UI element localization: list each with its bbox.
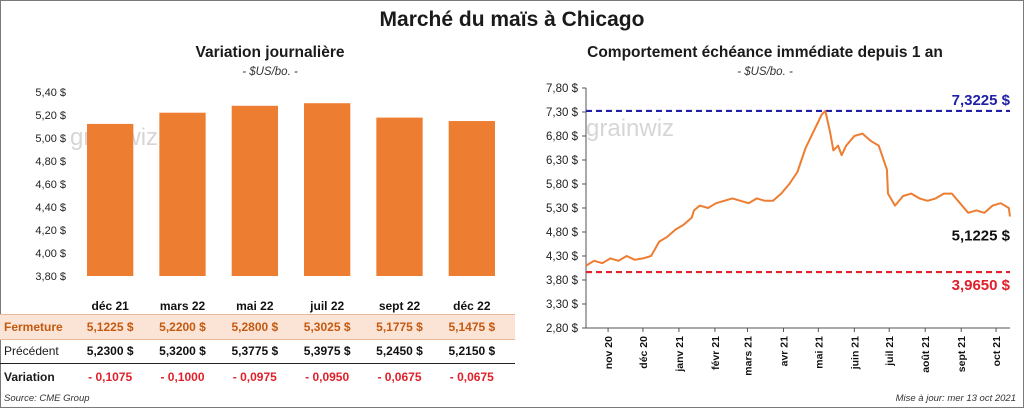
main-title: Marché du maïs à Chicago (379, 8, 645, 31)
y-tick-label: 7,80 $ (546, 83, 579, 95)
bar-mars-22 (159, 112, 206, 276)
x-tick-label: sept 22 (379, 299, 421, 313)
x-tick-label: mars 22 (160, 299, 206, 313)
row-label: Fermeture (4, 320, 63, 334)
x-tick-label: juin 21 (849, 336, 861, 370)
y-tick-label: 2,80 $ (546, 323, 579, 335)
y-tick-label: 4,30 $ (546, 251, 579, 263)
bar-sept-22 (376, 117, 423, 277)
y-tick-label: 6,30 $ (546, 155, 579, 167)
x-tick-label: déc 22 (453, 299, 491, 313)
update-note: Mise à jour: mer 13 oct 2021 (895, 393, 1016, 404)
table-cell: - 0,0675 (449, 370, 494, 384)
table-cell: 5,2200 $ (159, 320, 206, 334)
x-tick-label: mars 21 (742, 336, 754, 376)
y-tick-label: 7,30 $ (546, 107, 579, 119)
y-tick-label: 5,30 $ (546, 203, 579, 215)
bar-chart: grainwiz3,80 $4,00 $4,20 $4,40 $4,60 $4,… (35, 87, 495, 313)
table-cell: - 0,0975 (232, 370, 277, 384)
x-tick-label: janv 21 (674, 336, 686, 373)
x-tick-label: août 21 (920, 336, 932, 373)
table-row-variation: Variation - 0,1075 - 0,1000 - 0,0975 - 0,095… (0, 365, 515, 389)
x-tick-label: mai 22 (236, 299, 274, 313)
x-tick-label: juil 22 (309, 299, 344, 313)
x-tick-label: sept 21 (956, 336, 968, 372)
right-chart-title: Comportement échéance immédiate depuis 1… (587, 44, 943, 61)
row-label: Précédent (4, 344, 59, 358)
max-line-label: 7,3225 $ (952, 92, 1011, 109)
x-tick-label: déc 21 (91, 299, 129, 313)
source-note: Source: CME Group (4, 393, 90, 404)
y-tick-label: 3,80 $ (546, 275, 579, 287)
x-tick-label: févr 21 (710, 336, 722, 370)
y-tick-label: 3,30 $ (546, 299, 579, 311)
left-chart-title: Variation journalière (195, 44, 345, 61)
table-cell: - 0,0950 (305, 370, 350, 384)
x-tick-label: déc 20 (638, 336, 650, 369)
table-cell: 5,1775 $ (376, 320, 423, 334)
table-cell: 5,3975 $ (303, 344, 351, 358)
x-tick-label: mai 21 (813, 336, 825, 369)
table-cell: 5,3200 $ (159, 344, 206, 358)
table-cell: 5,1475 $ (448, 320, 496, 334)
table-cell: 5,2800 $ (231, 320, 279, 334)
bar-déc-22 (448, 121, 495, 276)
y-tick-label: 4,40 $ (35, 202, 66, 214)
table-cell: - 0,1075 (88, 370, 133, 384)
table-cell: - 0,0675 (377, 370, 422, 384)
bar-juil-22 (304, 103, 351, 277)
y-tick-label: 4,20 $ (35, 225, 66, 237)
bar-déc-21 (87, 123, 134, 276)
table-cell: 5,2450 $ (376, 344, 423, 358)
right-chart-unit: - $US/bo. - (737, 66, 793, 78)
x-tick-label: nov 20 (603, 336, 615, 369)
y-tick-label: 4,60 $ (35, 179, 66, 191)
table-row-fermeture: Fermeture 5,1225 $ 5,2200 $ 5,2800 $ 5,3025 … (0, 314, 515, 340)
x-tick-label: juil 21 (884, 336, 896, 367)
y-tick-label: 6,80 $ (546, 131, 579, 143)
min-line-label: 3,9650 $ (952, 277, 1011, 294)
y-tick-label: 3,80 $ (35, 271, 66, 283)
table-cell: - 0,1000 (160, 370, 205, 384)
bar-mai-22 (231, 105, 278, 276)
y-tick-label: 5,80 $ (546, 179, 579, 191)
table-row-precedent: Précédent 5,2300 $ 5,3200 $ 5,3775 $ 5,3975 … (0, 339, 515, 364)
x-tick-label: avr 21 (778, 336, 790, 367)
y-tick-label: 5,40 $ (35, 87, 66, 99)
table-cell: 5,3025 $ (303, 320, 351, 334)
y-tick-label: 4,80 $ (35, 156, 66, 168)
y-tick-label: 4,00 $ (35, 248, 66, 260)
y-tick-label: 4,80 $ (546, 227, 579, 239)
y-tick-label: 5,20 $ (35, 110, 66, 122)
last-value-label: 5,1225 $ (952, 228, 1011, 245)
left-chart-unit: - $US/bo. - (242, 66, 298, 78)
table-cell: 5,1225 $ (86, 320, 134, 334)
price-series-line (585, 109, 1011, 267)
table-cell: 5,2150 $ (448, 344, 496, 358)
x-tick-label: oct 21 (991, 336, 1003, 367)
row-label: Variation (4, 370, 55, 384)
futures-table: Fermeture 5,1225 $ 5,2200 $ 5,2800 $ 5,3025 … (0, 314, 515, 392)
watermark-right: grainwiz (586, 115, 674, 142)
table-cell: 5,2300 $ (86, 344, 134, 358)
line-chart: grainwiz 2,80 $ 3,30 $ 3,80 $ 4,30 $ 4,80 $ 5,… (546, 83, 1011, 376)
table-cell: 5,3775 $ (231, 344, 279, 358)
y-tick-label: 5,00 $ (35, 133, 66, 145)
